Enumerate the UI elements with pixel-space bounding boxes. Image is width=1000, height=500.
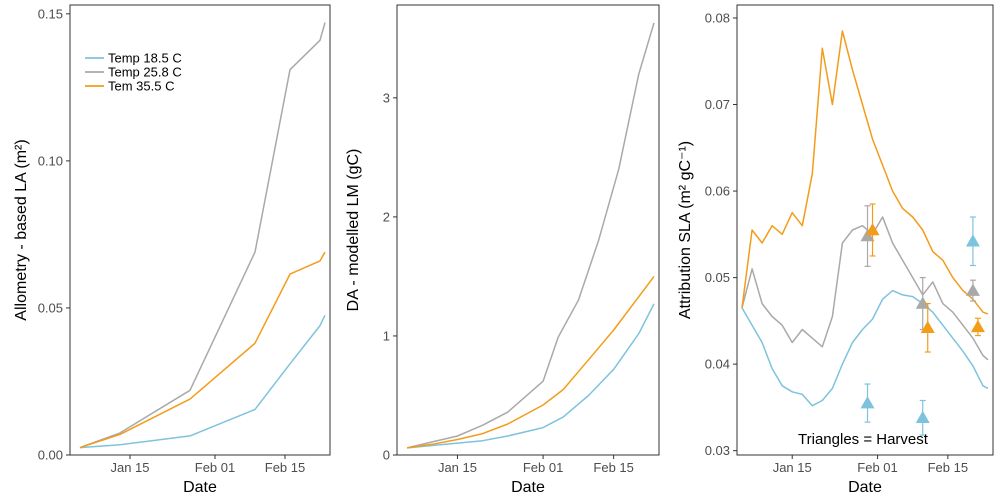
panel-border [736,4,994,456]
y-tick-label: 0.00 [38,448,63,463]
x-tick-label: Jan 15 [773,460,812,475]
series-line-3 [79,251,326,449]
annotation: Triangles = Harvest [798,431,929,448]
x-tick-label: Feb 01 [857,460,897,475]
y-tick-label: 1 [383,328,390,343]
x-tick-label: Feb 15 [928,460,968,475]
y-tick-label: 2 [383,209,390,224]
x-tick-label: Feb 01 [523,460,563,475]
legend-entry: Tem 35.5 C [108,79,174,94]
x-axis-label: Date [848,479,882,496]
y-tick-label: 3 [383,90,390,105]
series-line-2 [79,22,326,449]
series-line-1 [407,303,655,449]
x-axis-label: Date [183,479,217,496]
series-line-1 [741,289,989,407]
series-line-1 [79,314,326,449]
y-tick-label: 0.05 [38,300,63,315]
y-tick-label: 0.04 [705,357,730,372]
panel-border [69,4,331,456]
panel-border [396,4,660,456]
harvest-triangle [915,410,930,424]
harvest-triangle [965,283,980,296]
y-tick-label: 0.03 [705,443,730,458]
panel-3: 0.03 0.04 0.05 0.06 0.07 0.08 Jan 15 Feb 01 Feb … [677,4,994,496]
harvest-triangle [915,296,930,309]
series-line-2 [406,22,655,449]
x-tick-label: Jan 15 [110,460,149,475]
y-tick-label: 0.08 [705,10,730,25]
legend-entry: Temp 25.8 C [108,65,182,80]
y-axis-label: Allometry - based LA (m²) [13,139,30,320]
x-axis-label: Date [511,479,545,496]
x-tick-label: Feb 01 [195,460,235,475]
legend-entry: Temp 18.5 C [108,51,182,66]
y-tick-label: 0.05 [705,270,730,285]
y-tick-label: 0.10 [38,153,63,168]
x-tick-label: Feb 15 [265,460,305,475]
series-line-3 [406,275,655,449]
y-tick-label: 0.06 [705,184,730,199]
series-line-3 [741,30,989,315]
x-tick-label: Feb 15 [593,460,633,475]
harvest-triangle [865,223,880,236]
panel-1: 0.00 0.05 0.10 0.15 Jan 15 Feb 01 Feb 15 Date Al… [13,4,331,496]
x-tick-label: Jan 15 [438,460,477,475]
harvest-triangle [920,320,935,334]
harvest-triangle [860,396,875,409]
panel-2: 0 1 2 3 Jan 15 Feb 01 Feb 15 Date DA - modelled … [345,4,660,496]
y-axis-label: DA - modelled LM (gC) [345,149,362,312]
harvest-triangle [970,319,985,333]
y-tick-label: 0.07 [705,97,730,112]
y-tick-label: 0.15 [38,6,63,21]
harvest-triangle [965,234,980,247]
y-axis-label: Attribution SLA (m² gC⁻¹) [677,141,694,319]
y-tick-label: 0 [383,448,390,463]
